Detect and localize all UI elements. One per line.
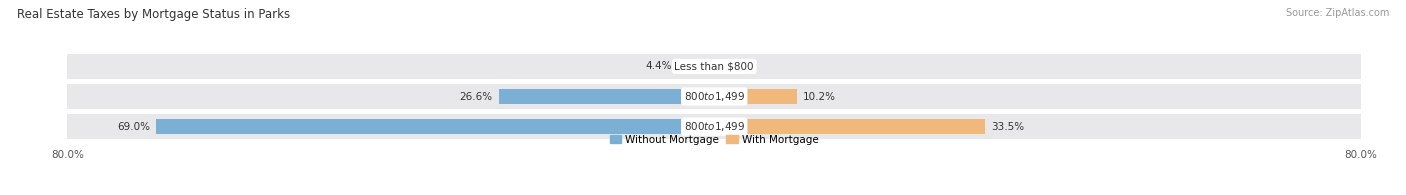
Text: $800 to $1,499: $800 to $1,499 xyxy=(683,120,745,133)
Bar xyxy=(679,58,714,74)
Text: 26.6%: 26.6% xyxy=(460,91,492,102)
Bar xyxy=(499,89,714,104)
Text: 0.0%: 0.0% xyxy=(721,61,747,71)
Text: 33.5%: 33.5% xyxy=(991,122,1025,132)
Bar xyxy=(67,114,1361,139)
Bar xyxy=(67,54,1361,79)
Bar xyxy=(714,89,797,104)
Text: Less than $800: Less than $800 xyxy=(675,61,754,71)
Text: 69.0%: 69.0% xyxy=(117,122,150,132)
Text: Source: ZipAtlas.com: Source: ZipAtlas.com xyxy=(1285,8,1389,18)
Text: 4.4%: 4.4% xyxy=(645,61,672,71)
Text: 10.2%: 10.2% xyxy=(803,91,837,102)
Bar xyxy=(67,84,1361,109)
Text: $800 to $1,499: $800 to $1,499 xyxy=(683,90,745,103)
Text: Real Estate Taxes by Mortgage Status in Parks: Real Estate Taxes by Mortgage Status in … xyxy=(17,8,290,21)
Legend: Without Mortgage, With Mortgage: Without Mortgage, With Mortgage xyxy=(606,131,823,149)
Bar xyxy=(156,119,714,135)
Bar xyxy=(714,119,986,135)
